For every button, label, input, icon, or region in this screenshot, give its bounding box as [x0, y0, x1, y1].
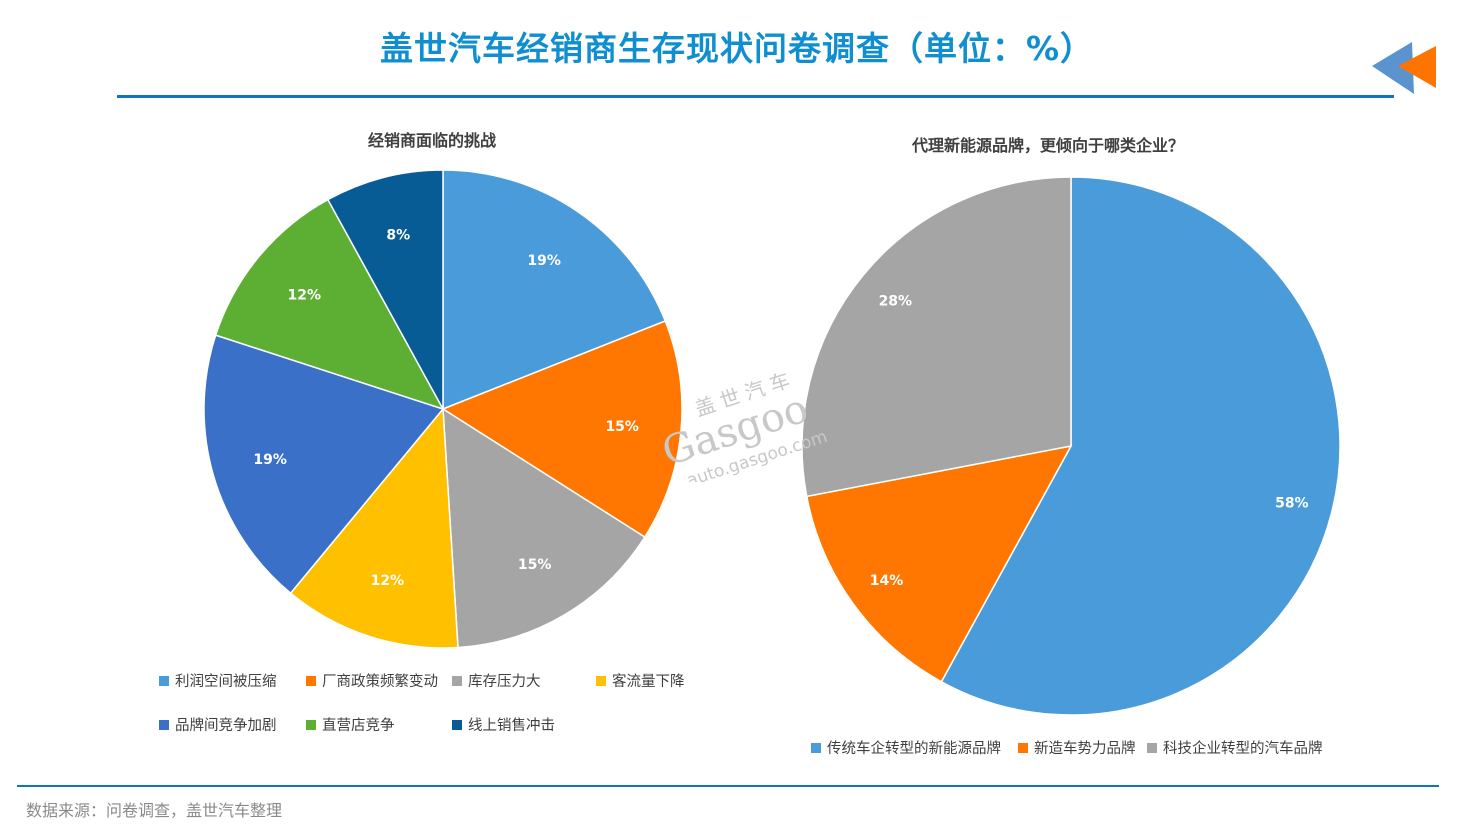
legend-label: 传统车企转型的新能源品牌 — [827, 741, 1001, 757]
double-triangle-arrow-left-icon — [1372, 42, 1436, 94]
legend-label: 科技企业转型的汽车品牌 — [1163, 741, 1323, 757]
slice-data-label: 19% — [253, 452, 287, 468]
pie-slice — [442, 169, 667, 411]
pie-chart-nev-brand-preference: 58% 14% 28% — [801, 176, 1341, 716]
chart-1-title: 经销商面临的挑战 — [368, 131, 497, 150]
data-source-note: 数据来源：问卷调查，盖世汽车整理 — [26, 801, 283, 820]
pie-slice — [289, 407, 459, 649]
slice-data-label: 19% — [527, 253, 561, 269]
legend-item: 利润空间被压缩 — [159, 670, 277, 691]
legend-label: 厂商政策频繁变动 — [322, 674, 438, 690]
slice-data-label: 28% — [879, 294, 913, 310]
pie-slice — [442, 407, 646, 649]
legend-item: 厂商政策频繁变动 — [306, 670, 438, 691]
slice-data-label: 14% — [870, 573, 904, 589]
slice-data-label: 15% — [518, 557, 552, 573]
slice-data-label: 58% — [1275, 496, 1309, 512]
legend-swatch-icon — [306, 719, 316, 730]
pie-slice — [940, 176, 1341, 716]
pie-slice — [801, 176, 1072, 498]
legend-swatch-icon — [452, 675, 462, 686]
legend-swatch-icon — [1018, 742, 1028, 753]
gasgoo-watermark: 盖世汽车 Gasgoo auto.gasgoo.com — [657, 366, 830, 482]
legend-item: 新造车势力品牌 — [1018, 737, 1136, 758]
legend-label: 线上销售冲击 — [468, 718, 555, 734]
chart-2-title: 代理新能源品牌，更倾向于哪类企业？ — [912, 136, 1185, 155]
legend-label: 新造车势力品牌 — [1034, 741, 1136, 757]
legend-item: 传统车企转型的新能源品牌 — [811, 737, 1001, 758]
legend-item: 品牌间竞争加剧 — [159, 714, 277, 735]
header-divider — [117, 95, 1394, 98]
legend-item: 科技企业转型的汽车品牌 — [1147, 737, 1323, 758]
legend-item: 客流量下降 — [596, 670, 685, 691]
legend-swatch-icon — [452, 719, 462, 730]
pie-chart-dealer-challenges: 19% 15% 15% 12% 19% 12% 8% — [203, 169, 683, 649]
legend-label: 库存压力大 — [468, 674, 541, 690]
legend-swatch-icon — [1147, 742, 1157, 753]
legend-label: 直营店竞争 — [322, 718, 395, 734]
legend-swatch-icon — [811, 742, 821, 753]
legend-label: 品牌间竞争加剧 — [175, 718, 277, 734]
pie-slice — [214, 198, 445, 411]
legend-label: 客流量下降 — [612, 674, 685, 690]
legend-item: 库存压力大 — [452, 670, 541, 691]
slice-data-label: 12% — [288, 287, 322, 303]
legend-item: 线上销售冲击 — [452, 714, 555, 735]
legend-swatch-icon — [159, 675, 169, 686]
slice-data-label: 15% — [605, 419, 639, 435]
legend-swatch-icon — [159, 719, 169, 730]
pie-slice — [441, 320, 683, 539]
legend-swatch-icon — [306, 675, 316, 686]
slice-data-label: 8% — [386, 228, 410, 244]
footer-divider — [17, 785, 1439, 787]
slice-data-label: 12% — [371, 573, 405, 589]
page-title: 盖世汽车经销商生存现状问卷调查（单位：%） — [379, 29, 1095, 68]
legend-label: 利润空间被压缩 — [175, 674, 277, 690]
pie-slice — [203, 334, 445, 595]
legend-swatch-icon — [596, 675, 606, 686]
pie-slice — [326, 169, 444, 410]
legend-item: 直营店竞争 — [306, 714, 395, 735]
pie-slice — [805, 444, 1073, 683]
